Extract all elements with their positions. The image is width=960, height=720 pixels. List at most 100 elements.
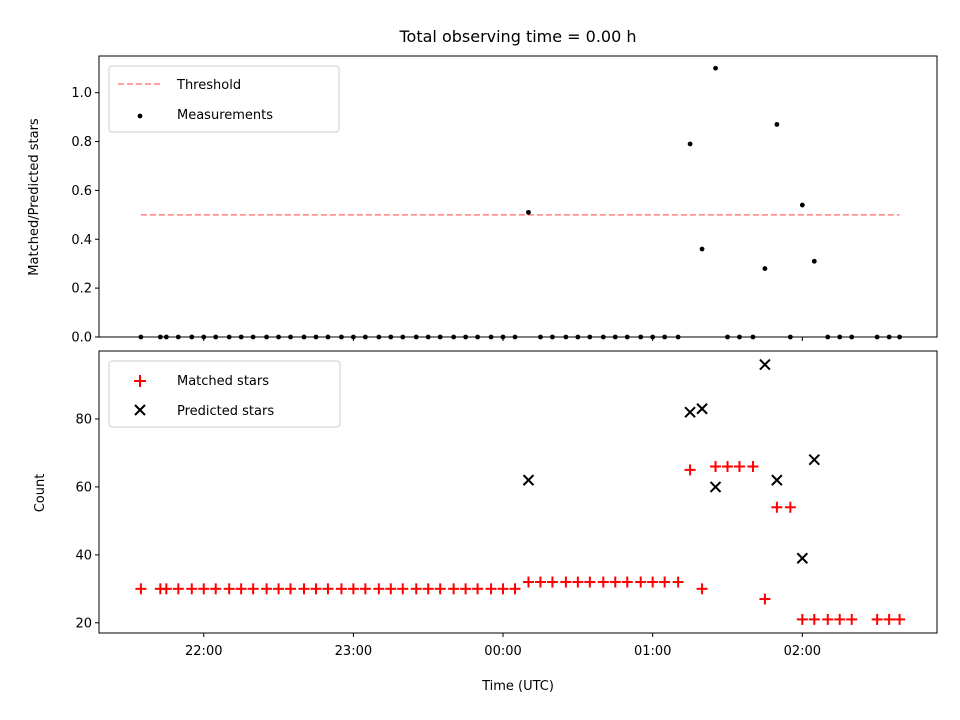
top-legend: Threshold Measurements [108,65,340,133]
bottom-legend: Matched stars Predicted stars [108,360,341,428]
matched-star-point [497,583,509,595]
legend-measurements-marker [137,113,143,119]
matched-star-point [310,583,322,595]
matched-star-point [298,583,310,595]
x-tick-label: 00:00 [484,644,521,659]
predicted-star-point [796,552,809,564]
y-tick-label: 40 [75,548,92,563]
matched-star-point [894,613,906,625]
matched-star-point [410,583,422,595]
y-tick-label: 60 [75,480,92,495]
measurement-point [526,209,531,215]
matched-star-point [172,583,184,595]
matched-star-point [273,583,285,595]
matched-star-point [635,576,647,588]
matched-star-point [771,501,783,513]
matched-star-point [834,613,846,625]
matched-star-point [747,461,759,473]
matched-star-point [696,583,708,595]
legend-predicted-label: Predicted stars [177,404,274,419]
matched-star-point [223,583,235,595]
top-y-axis-title: Matched/Predicted stars [27,118,42,276]
measurement-point [713,65,718,71]
y-tick-label: 0.6 [71,184,92,199]
measurement-point [799,202,805,208]
matched-star-point [609,576,621,588]
matched-star-point [397,583,409,595]
y-tick-label: 0.4 [71,233,92,248]
matched-star-point [210,583,222,595]
legend-matched-label: Matched stars [177,374,269,389]
measurement-point [762,266,768,271]
bottom-panel-marks [135,358,906,625]
y-tick-label: 0.8 [71,135,92,150]
matched-star-point [733,461,745,473]
matched-star-point [796,613,808,625]
matched-star-point [373,583,385,595]
x-tick-label: 02:00 [784,644,821,659]
matched-star-point [560,576,572,588]
measurement-point [774,122,780,127]
matched-star-point [285,583,297,595]
matched-star-point [808,613,820,625]
top-panel-ticks: 0.0 0.2 0.4 0.6 0.8 1.0 [71,86,803,346]
matched-star-point [672,576,684,588]
matched-star-point [261,583,273,595]
matched-star-point [335,583,347,595]
top-panel-frame [98,55,938,338]
matched-star-point [871,613,883,625]
matched-star-point [659,576,671,588]
predicted-star-point [696,403,708,415]
bottom-panel-ticks: 20 40 60 80 22:00 23:00 00:00 01:00 02:00 [75,412,821,659]
matched-star-point [722,461,733,473]
predicted-star-point [771,474,783,486]
predicted-star-point [759,358,771,371]
y-tick-label: 0.2 [71,282,92,297]
predicted-star-stroke-b [808,454,820,466]
matched-star-point [546,576,558,588]
measurement-point [687,141,693,147]
y-tick-label: 20 [75,616,92,631]
bottom-legend-box [108,360,341,428]
matched-star-point [460,583,472,595]
legend-threshold-label: Threshold [176,78,241,93]
y-tick-label: 1.0 [71,86,92,101]
predicted-star-stroke-b [696,403,708,415]
matched-star-point [186,583,198,595]
legend-predicted-marker [134,404,146,416]
matched-star-point [235,583,247,595]
predicted-star-point [709,481,722,493]
matched-star-point [247,583,259,595]
predicted-star-point [522,474,535,486]
matched-star-point [572,576,584,588]
matched-star-point [448,583,460,595]
matched-star-point [822,613,834,625]
matched-star-point [597,576,609,588]
matched-star-point [434,583,446,595]
matched-star-point [534,576,546,588]
y-tick-label: 0.0 [71,331,92,346]
top-panel: 0.0 0.2 0.4 0.6 0.8 1.0 Matched/Predicted sta… [27,55,938,346]
matched-star-point [472,583,484,595]
predicted-star-point [684,406,696,418]
measurement-point [811,258,817,264]
matched-star-point [509,583,521,595]
measurement-point [699,246,705,252]
predicted-star-stroke-b [771,474,783,486]
matched-star-point [784,501,796,513]
predicted-star-stroke-b [709,481,722,493]
bottom-y-axis-title: Count [33,474,48,513]
matched-star-point [485,583,497,595]
top-legend-box [108,65,340,133]
matched-star-point [584,576,596,588]
legend-measurements-label: Measurements [177,108,273,123]
matched-star-point [883,613,895,625]
matched-star-point [347,583,359,595]
matched-star-point [385,583,397,595]
matched-star-point [322,583,334,595]
matched-star-point [160,583,172,595]
matched-star-point [522,576,534,588]
predicted-star-stroke-b [796,552,809,564]
